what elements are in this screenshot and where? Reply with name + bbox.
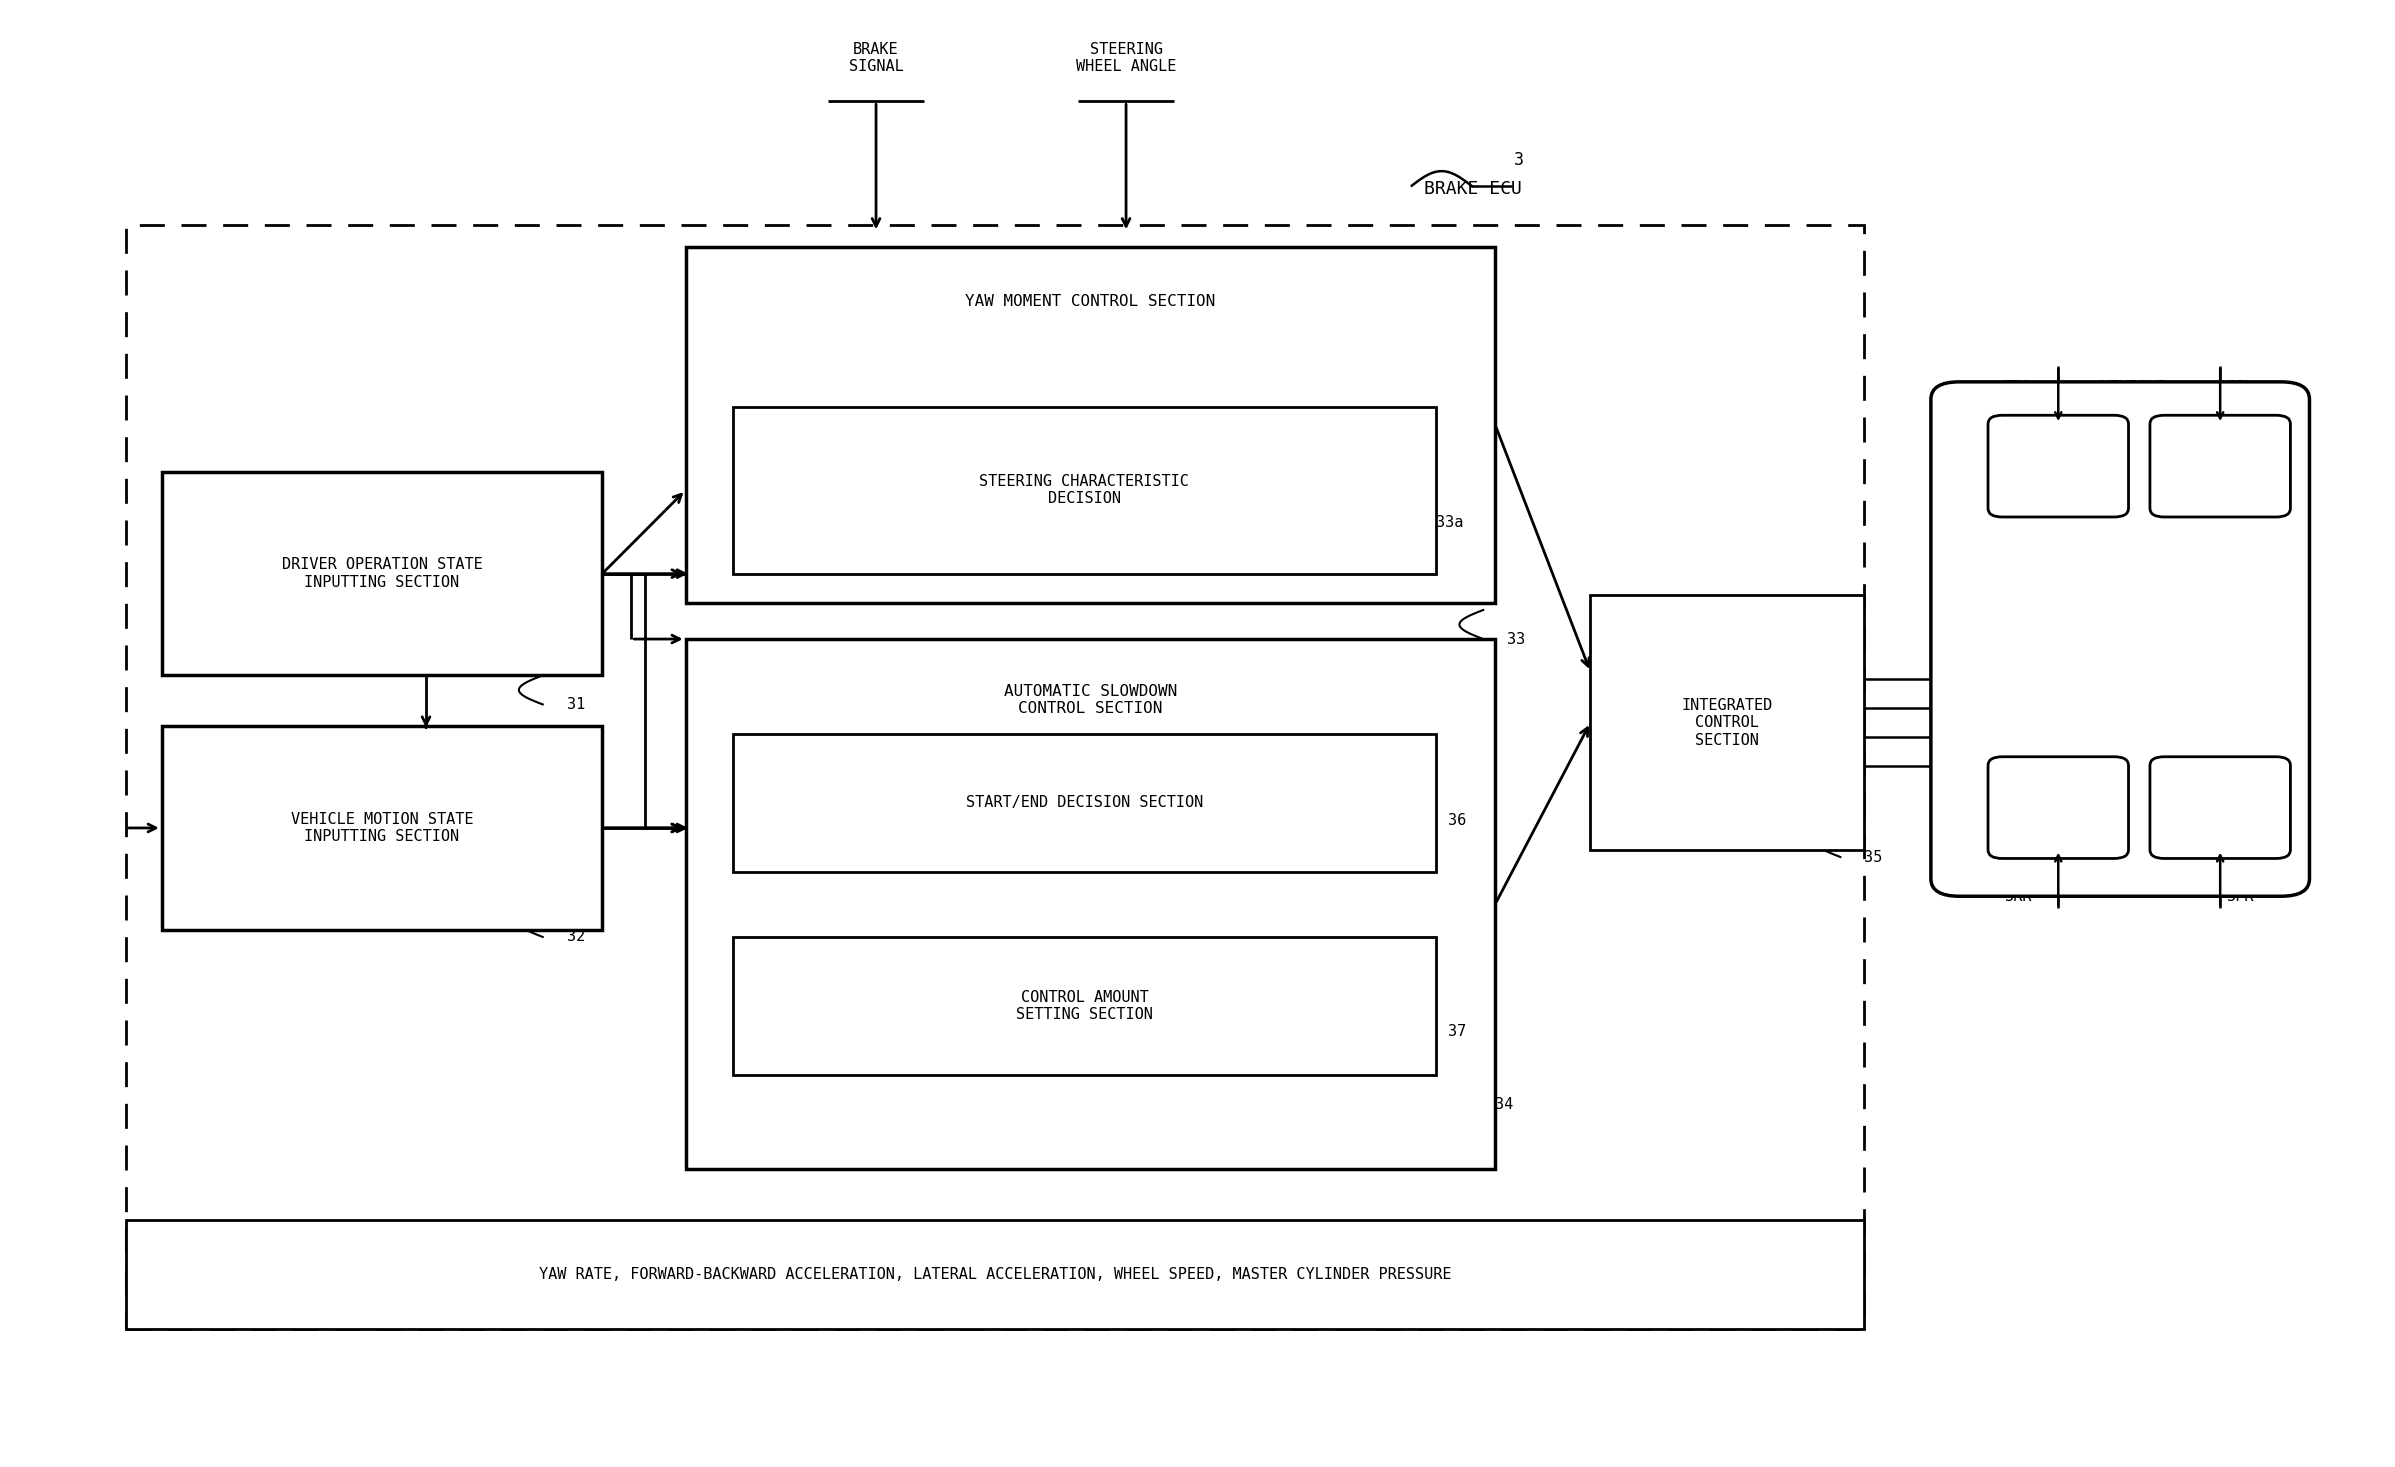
- Bar: [733, 406, 1435, 574]
- Text: YAW MOMENT CONTROL SECTION: YAW MOMENT CONTROL SECTION: [965, 295, 1217, 310]
- Text: 31: 31: [568, 697, 584, 711]
- Text: INTEGRATED
CONTROL
SECTION: INTEGRATED CONTROL SECTION: [1681, 698, 1772, 748]
- Text: 5RL: 5RL: [2005, 380, 2033, 395]
- Text: 37: 37: [1447, 1024, 1466, 1039]
- Text: 33a: 33a: [1435, 515, 1463, 530]
- Text: 3: 3: [1514, 151, 1523, 169]
- FancyBboxPatch shape: [2151, 757, 2290, 858]
- Text: STEERING
WHEEL ANGLE: STEERING WHEEL ANGLE: [1075, 41, 1176, 73]
- Bar: [163, 472, 601, 675]
- Text: VEHICLE: VEHICLE: [2100, 380, 2165, 395]
- Bar: [733, 734, 1435, 871]
- FancyBboxPatch shape: [2151, 415, 2290, 516]
- FancyBboxPatch shape: [1988, 757, 2129, 858]
- Bar: [127, 1221, 1863, 1329]
- FancyBboxPatch shape: [1988, 415, 2129, 516]
- FancyBboxPatch shape: [1930, 381, 2309, 896]
- Bar: [685, 640, 1494, 1169]
- Text: 5FR: 5FR: [2227, 889, 2254, 904]
- Text: STEERING CHARACTERISTIC
DECISION: STEERING CHARACTERISTIC DECISION: [980, 474, 1190, 506]
- Text: 5FL: 5FL: [2227, 380, 2254, 395]
- Bar: [733, 937, 1435, 1075]
- Text: VEHICLE MOTION STATE
INPUTTING SECTION: VEHICLE MOTION STATE INPUTTING SECTION: [290, 811, 474, 844]
- Bar: [1590, 596, 1863, 849]
- Text: YAW RATE, FORWARD-BACKWARD ACCELERATION, LATERAL ACCELERATION, WHEEL SPEED, MAST: YAW RATE, FORWARD-BACKWARD ACCELERATION,…: [539, 1267, 1451, 1282]
- Bar: [163, 726, 601, 930]
- Text: BRAKE ECU: BRAKE ECU: [1423, 179, 1521, 198]
- Bar: [127, 224, 1863, 1329]
- Text: CONTROL AMOUNT
SETTING SECTION: CONTROL AMOUNT SETTING SECTION: [1015, 990, 1152, 1022]
- Text: 33: 33: [1506, 632, 1526, 647]
- Text: START/END DECISION SECTION: START/END DECISION SECTION: [965, 795, 1202, 810]
- Text: BRAKE
SIGNAL: BRAKE SIGNAL: [848, 41, 903, 73]
- Text: DRIVER OPERATION STATE
INPUTTING SECTION: DRIVER OPERATION STATE INPUTTING SECTION: [283, 557, 481, 590]
- Text: 5RR: 5RR: [2005, 889, 2033, 904]
- Text: 35: 35: [1863, 849, 1882, 864]
- Text: AUTOMATIC SLOWDOWN
CONTROL SECTION: AUTOMATIC SLOWDOWN CONTROL SECTION: [1004, 684, 1176, 716]
- Text: 32: 32: [568, 930, 584, 945]
- Bar: [685, 246, 1494, 603]
- Text: 34: 34: [1494, 1096, 1514, 1112]
- Text: 36: 36: [1447, 813, 1466, 829]
